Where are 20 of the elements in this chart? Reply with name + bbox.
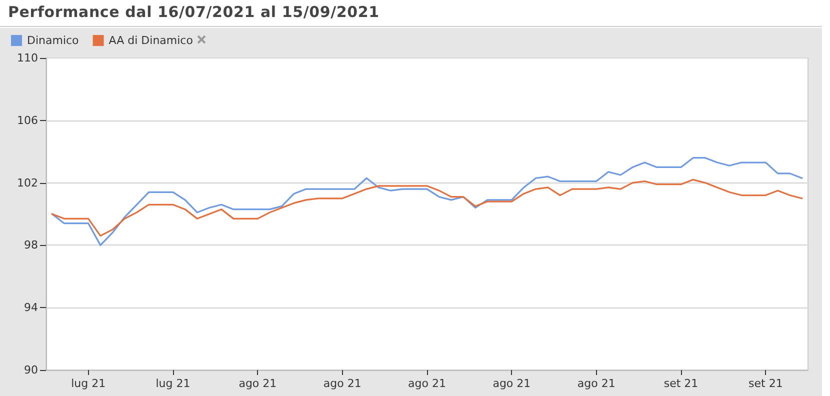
x-tick-label: set 21 (664, 377, 698, 390)
y-tick-label: 110 (17, 52, 38, 64)
legend-label: Dinamico (27, 34, 80, 47)
x-tick-label: lug 21 (71, 377, 106, 390)
y-tick-label: 106 (17, 114, 38, 127)
y-tick-label: 90 (24, 364, 38, 376)
x-tick-label: lug 21 (156, 377, 190, 390)
x-tick-label: ago 21 (238, 377, 277, 390)
y-tick-label: 102 (17, 176, 38, 190)
x-tick-label: ago 21 (492, 377, 531, 390)
x-tick-label: set 21 (748, 377, 783, 390)
y-tick-label: 94 (24, 301, 38, 314)
x-tick-label: ago 21 (577, 377, 616, 390)
x-tick-label: ago 21 (323, 377, 362, 390)
legend-label: AA di Dinamico (108, 34, 194, 47)
x-tick-label: ago 21 (408, 377, 446, 390)
line-series (51, 157, 803, 246)
y-tick-label: 98 (24, 238, 38, 252)
chart-title: Performance dal 16/07/2021 al 15/09/2021 (8, 3, 380, 21)
line-series (51, 178, 803, 237)
